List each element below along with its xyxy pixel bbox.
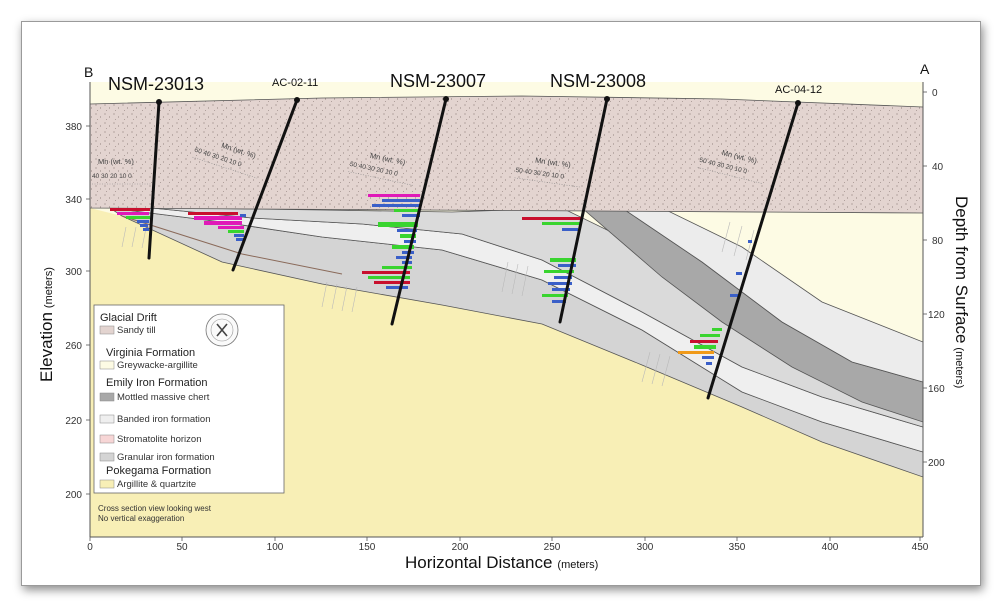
y-right-tick-0: 0 bbox=[932, 88, 938, 99]
figure-frame: Mn (wt. %) 40 30 20 10 0 Mn (wt. %) 50 4… bbox=[21, 21, 981, 586]
y-left-tick-220: 220 bbox=[65, 416, 82, 427]
mn-scale-1: Mn (wt. %) 40 30 20 10 0 bbox=[92, 157, 152, 185]
drillhole-label-ac-02-11: AC-02-11 bbox=[272, 77, 318, 89]
mn-bars-nsm-23007 bbox=[362, 194, 420, 289]
drillhole-label-nsm-23013: NSM-23013 bbox=[108, 74, 204, 94]
x-title: Horizontal Distance (meters) bbox=[405, 553, 598, 572]
legend-item-sandy-till: Sandy till bbox=[117, 325, 156, 336]
banded-iron-wedge-upper bbox=[620, 207, 923, 383]
legend-swatch-greywacke bbox=[99, 360, 115, 370]
y-right-tick-200: 200 bbox=[928, 458, 945, 469]
x-tick-250: 250 bbox=[544, 542, 561, 553]
drillhole-labels: NSM-23013 AC-02-11 NSM-23007 NSM-23008 A… bbox=[108, 71, 822, 96]
legend-swatch-chert bbox=[99, 392, 115, 402]
drillhole-label-ac-04-12: AC-04-12 bbox=[775, 84, 822, 96]
drillhole-nsm-23007 bbox=[390, 97, 448, 326]
strike-ticks bbox=[121, 221, 755, 387]
drillhole-nsm-23008 bbox=[558, 97, 609, 324]
pokegama-formation-region bbox=[90, 208, 923, 537]
y-right-tick-40: 40 bbox=[932, 162, 944, 173]
y-right-tick-80: 80 bbox=[932, 236, 944, 247]
legend-box bbox=[93, 304, 285, 494]
legend-item-chert: Mottled massive chert bbox=[117, 392, 210, 403]
drillhole-label-nsm-23007: NSM-23007 bbox=[390, 71, 486, 91]
legend-item-argillite: Argillite & quartzite bbox=[117, 479, 196, 490]
mn-bars-ac-04-12 bbox=[678, 240, 752, 365]
mn-bars-nsm-23008 bbox=[522, 217, 582, 303]
drillhole-nsm-23013 bbox=[147, 100, 161, 260]
x-tick-150: 150 bbox=[359, 542, 376, 553]
geology-layers bbox=[90, 82, 923, 537]
note-exaggeration: No vertical exaggeration bbox=[98, 514, 184, 523]
y-left-title: Elevation(meters) bbox=[37, 267, 56, 382]
y-right-tick-160: 160 bbox=[928, 384, 945, 395]
legend-swatch-stromatolite bbox=[99, 434, 115, 444]
y-right-tick-120: 120 bbox=[928, 310, 945, 321]
legend-group-virginia: Virginia Formation bbox=[106, 347, 195, 359]
y-right-title: Depth from Surface(meters) bbox=[952, 196, 971, 388]
legend-swatch-sandy-till bbox=[99, 325, 115, 335]
section-end-left: B bbox=[84, 64, 93, 80]
legend-swatch-bif bbox=[99, 414, 115, 424]
x-tick-300: 300 bbox=[637, 542, 654, 553]
glacial-drift-sandy-till bbox=[90, 95, 923, 214]
x-tick-400: 400 bbox=[822, 542, 839, 553]
x-tick-350: 350 bbox=[729, 542, 746, 553]
drillhole-ac-02-11 bbox=[231, 98, 299, 272]
mn-scale-1-label: Mn (wt. %) bbox=[98, 157, 134, 166]
legend-item-stromatolite: Stromatolite horizon bbox=[117, 434, 201, 445]
mn-bars-ac-02-11 bbox=[188, 212, 246, 241]
legend-group-glacial-drift: Glacial Drift bbox=[100, 312, 157, 324]
legend-swatch-granular bbox=[99, 452, 115, 462]
legend-swatch-argillite bbox=[99, 479, 115, 489]
x-tick-0: 0 bbox=[87, 542, 93, 553]
x-tick-50: 50 bbox=[176, 542, 188, 553]
drillhole-label-nsm-23008: NSM-23008 bbox=[550, 71, 646, 91]
y-axis-left: 380 340 300 260 220 200 bbox=[65, 122, 90, 501]
drillhole-ac-04-12 bbox=[706, 101, 800, 400]
mn-bars-nsm-23013 bbox=[110, 208, 150, 231]
x-axis: 0 50 100 150 200 250 300 350 400 450 bbox=[87, 537, 929, 553]
mn-scale-1-ticks: 40 30 20 10 0 bbox=[92, 173, 132, 180]
cross-section-figure: Mn (wt. %) 40 30 20 10 0 Mn (wt. %) 50 4… bbox=[37, 61, 971, 572]
y-axis-right: 0 40 80 120 160 200 bbox=[923, 88, 945, 469]
note-view: Cross section view looking west bbox=[98, 504, 212, 513]
x-tick-100: 100 bbox=[267, 542, 284, 553]
mn-bars bbox=[110, 194, 752, 365]
legend-item-bif: Banded iron formation bbox=[117, 414, 210, 425]
legend-group-pokegama: Pokegama Formation bbox=[106, 465, 211, 477]
stromatolite-horizon bbox=[121, 215, 343, 275]
drillholes bbox=[147, 96, 801, 400]
x-tick-450: 450 bbox=[912, 542, 929, 553]
legend-item-greywacke: Greywacke-argillite bbox=[117, 360, 198, 371]
y-left-tick-380: 380 bbox=[65, 122, 82, 133]
y-left-tick-260: 260 bbox=[65, 341, 82, 352]
legend-item-granular: Granular iron formation bbox=[117, 452, 215, 463]
y-left-tick-300: 300 bbox=[65, 267, 82, 278]
y-left-tick-340: 340 bbox=[65, 195, 82, 206]
legend-group-emily: Emily Iron Formation bbox=[106, 377, 207, 389]
legend: Glacial Drift Sandy till Virginia Format… bbox=[93, 304, 285, 494]
y-left-tick-200: 200 bbox=[65, 490, 82, 501]
survey-seal-icon bbox=[205, 313, 239, 347]
section-end-right: A bbox=[920, 61, 930, 77]
x-tick-200: 200 bbox=[452, 542, 469, 553]
